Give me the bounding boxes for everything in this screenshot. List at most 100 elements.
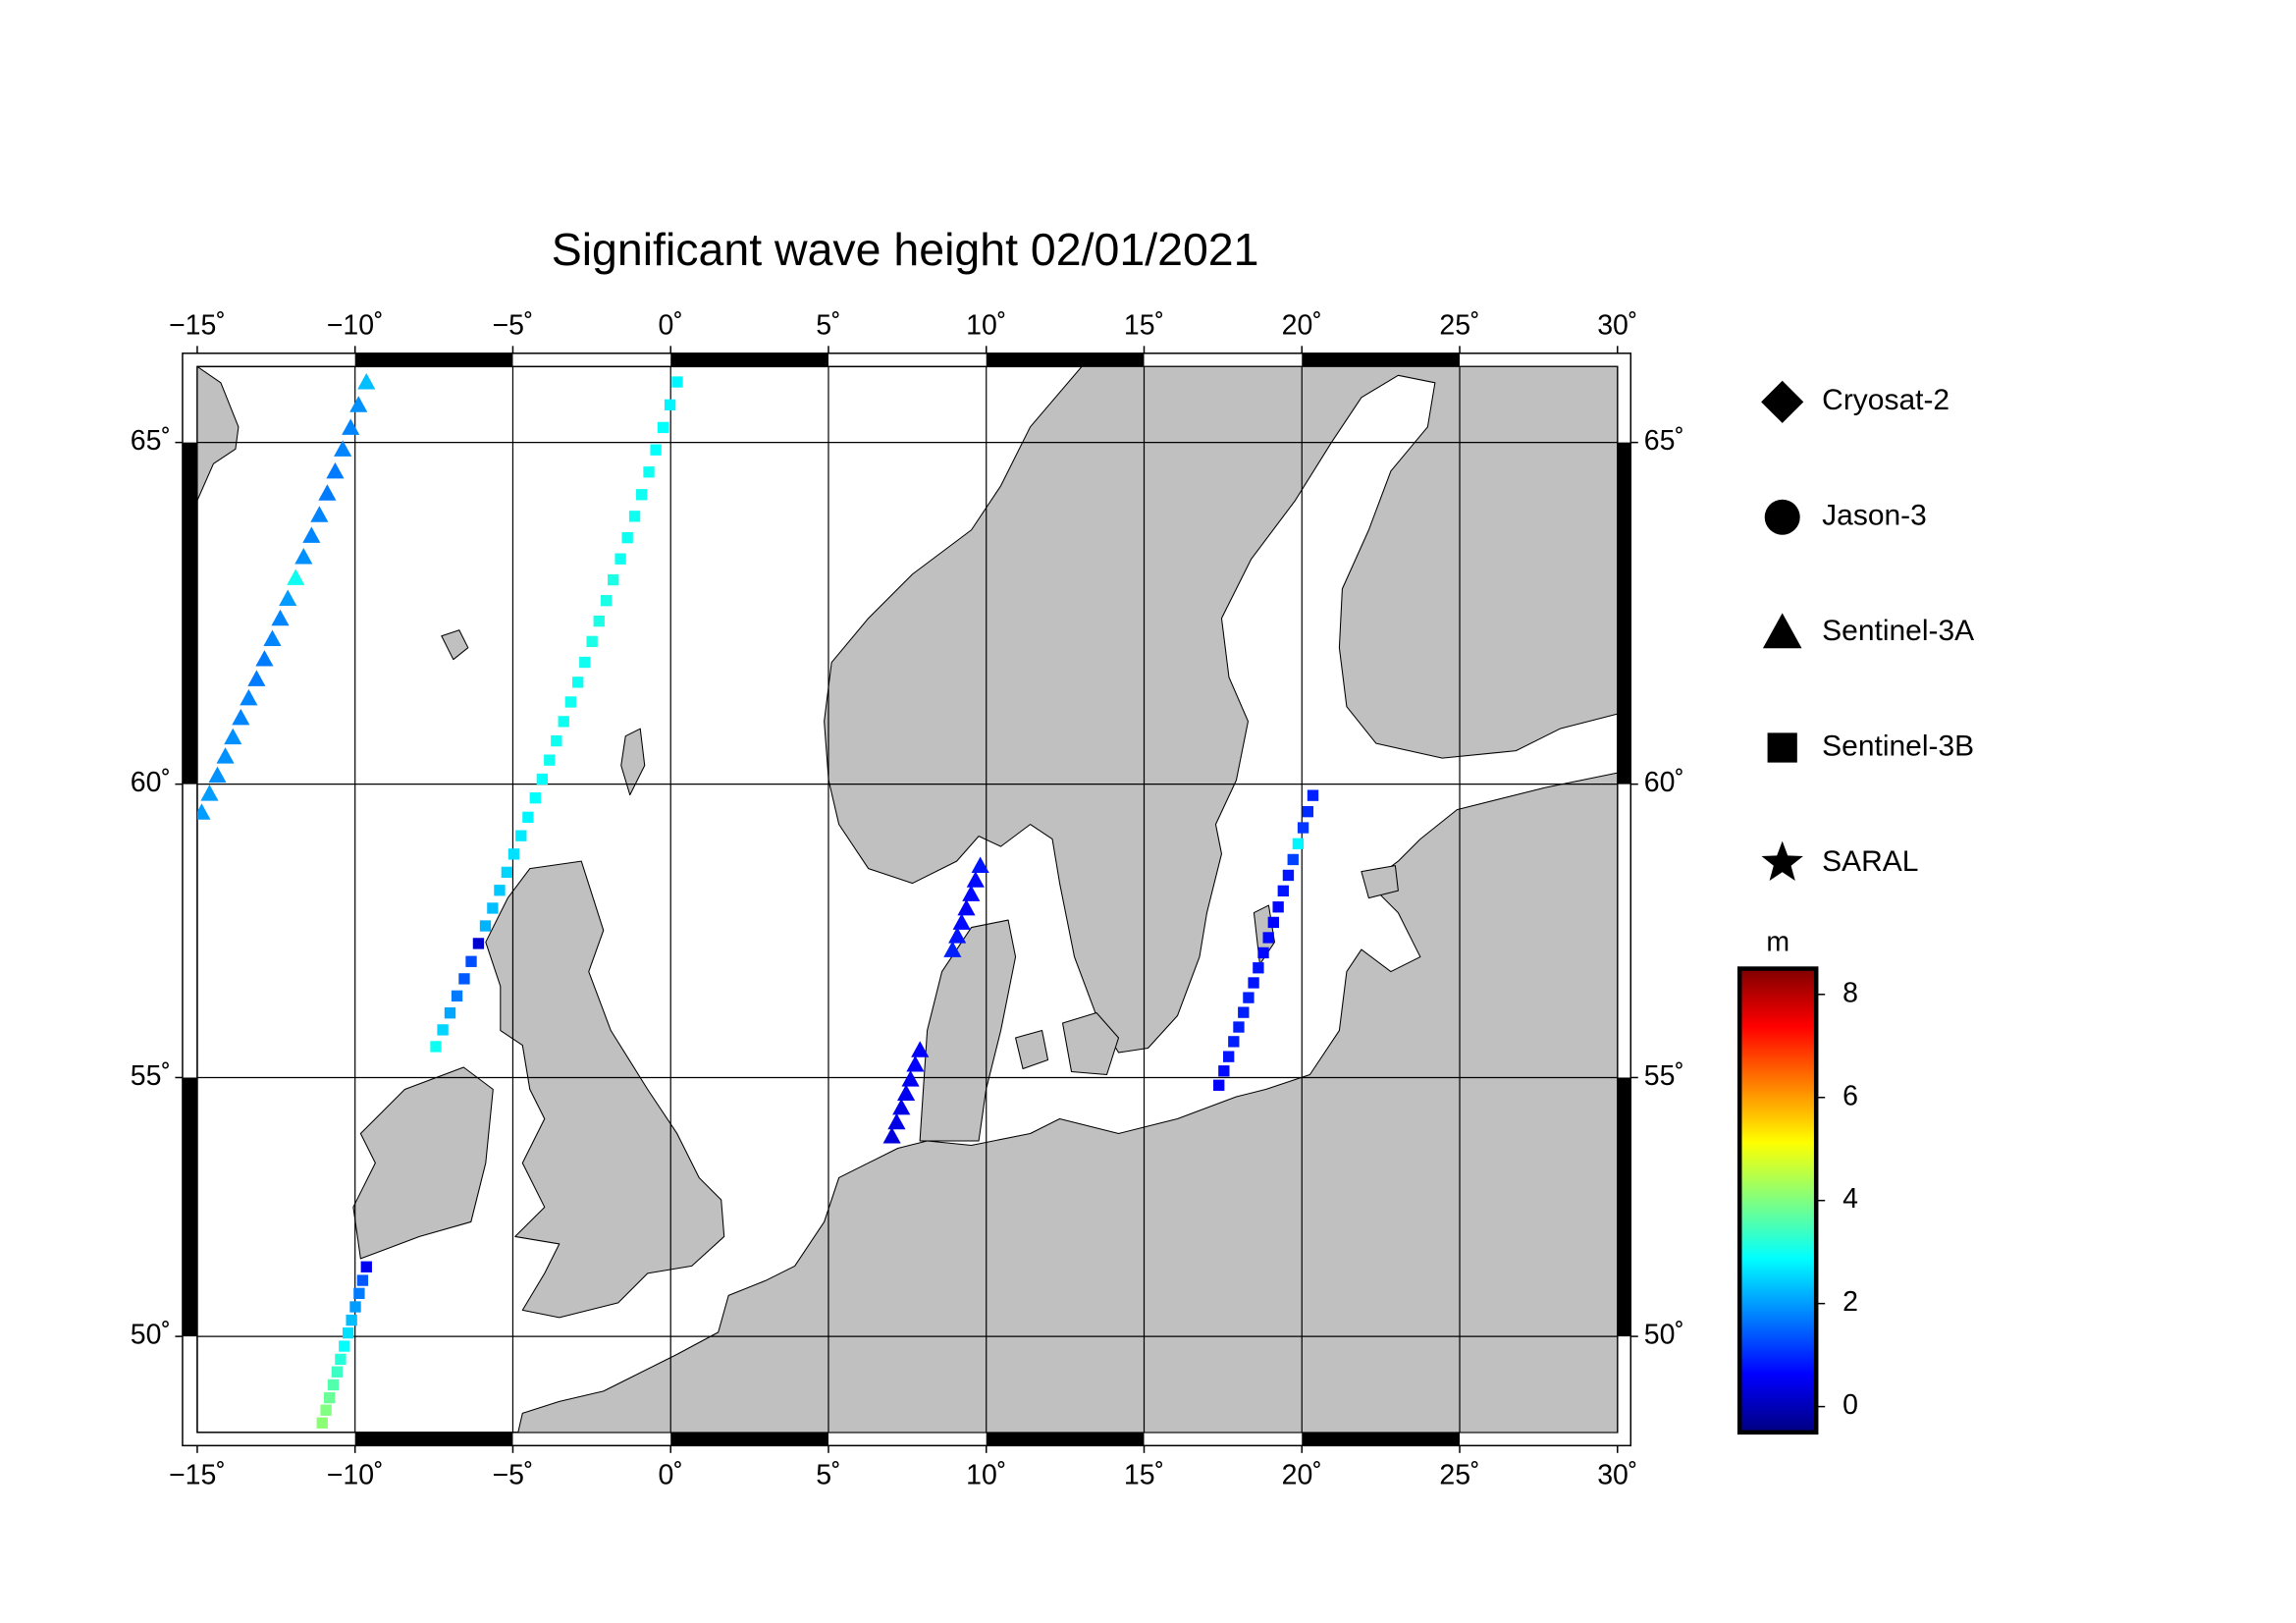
track-point	[600, 595, 613, 607]
track-point	[1262, 932, 1274, 944]
track-point	[487, 902, 499, 914]
track-point	[279, 589, 297, 607]
track-point	[628, 511, 641, 522]
track-point	[544, 754, 556, 766]
colorbar-tick-label: 8	[1842, 977, 1858, 1008]
track-point	[671, 376, 683, 388]
track-point	[216, 747, 235, 764]
track-point	[255, 650, 274, 667]
track-point	[1248, 977, 1259, 989]
track-point	[349, 396, 368, 412]
track-point	[310, 506, 329, 522]
y-tick-label: 50˚	[1644, 1320, 1684, 1351]
x-tick-label: −10˚	[327, 1459, 384, 1490]
track-point	[507, 848, 520, 860]
x-tick-label: 20˚	[1282, 1459, 1322, 1490]
track-point	[349, 1301, 361, 1313]
track-point	[316, 1417, 328, 1429]
track-point	[360, 1261, 372, 1272]
y-tick-label: 55˚	[1644, 1060, 1684, 1092]
x-tick-label: 5˚	[816, 1459, 840, 1490]
track-point	[558, 716, 569, 728]
track-point	[1257, 947, 1269, 959]
track-point	[635, 489, 648, 501]
frame-segment	[670, 352, 828, 367]
frame-segment	[1302, 1432, 1461, 1446]
y-tick-label: 55˚	[131, 1060, 171, 1092]
track-point	[897, 1084, 916, 1102]
colorbar-tick-label: 6	[1842, 1080, 1858, 1111]
y-tick-label: 60˚	[1644, 767, 1684, 798]
track-point	[342, 1326, 354, 1339]
track-point	[1307, 789, 1319, 801]
saaremaa	[1361, 865, 1399, 899]
legend-marker	[1767, 732, 1797, 763]
ireland	[352, 1066, 494, 1260]
frame-segment	[354, 1432, 513, 1446]
x-tick-label: 25˚	[1439, 1459, 1479, 1490]
x-tick-label: −15˚	[169, 309, 226, 341]
track-point	[892, 1098, 911, 1115]
legend-label: Jason-3	[1822, 500, 1927, 532]
x-tick-label: −5˚	[492, 1459, 533, 1490]
track-point	[1272, 901, 1284, 913]
legend-label: Sentinel-3A	[1822, 615, 1974, 647]
track-point	[320, 1404, 332, 1416]
legend-label: Cryosat-2	[1822, 384, 1949, 416]
track-point	[200, 784, 219, 801]
x-tick-label: −10˚	[327, 309, 384, 341]
x-tick-label: 25˚	[1439, 309, 1479, 341]
track-point	[472, 938, 485, 949]
y-tick-label: 65˚	[131, 425, 171, 457]
track-point	[943, 941, 962, 957]
track-point	[1243, 992, 1255, 1003]
track-point	[240, 688, 258, 706]
track-point	[1282, 869, 1295, 882]
legend-marker	[1761, 840, 1803, 881]
track-point	[971, 856, 989, 874]
track-point	[882, 1126, 901, 1144]
frame-segment	[354, 352, 513, 367]
track-point	[247, 670, 266, 686]
frame-segment	[670, 1432, 828, 1446]
frame-segment	[1617, 1077, 1631, 1337]
track-point	[1213, 1079, 1225, 1091]
colorbar-tick-label: 0	[1842, 1389, 1858, 1421]
track-point	[437, 1024, 449, 1036]
track-point	[494, 885, 506, 896]
track-point	[444, 1007, 456, 1019]
y-tick-label: 60˚	[131, 767, 171, 798]
track-point	[323, 1391, 336, 1404]
frame-segment	[986, 352, 1145, 367]
track-point	[294, 547, 313, 565]
track-point	[334, 440, 352, 457]
track-point	[957, 898, 976, 916]
x-tick-label: 5˚	[816, 309, 840, 341]
x-tick-label: 15˚	[1124, 1459, 1164, 1490]
track-point	[356, 1274, 369, 1286]
frame-segment	[1302, 352, 1461, 367]
track-point	[1238, 1006, 1250, 1018]
track-point	[1297, 822, 1309, 834]
track-point	[1302, 805, 1314, 818]
legend-marker	[1764, 499, 1800, 535]
track-point	[465, 955, 477, 967]
track-point	[887, 1112, 906, 1130]
x-tick-label: 15˚	[1124, 309, 1164, 341]
track-point	[342, 418, 360, 435]
track-point	[911, 1041, 930, 1057]
legend-label: SARAL	[1822, 845, 1918, 878]
track-point	[335, 1353, 347, 1366]
track-point	[1277, 885, 1289, 897]
zealand	[1062, 1012, 1120, 1076]
frame-segment	[182, 442, 197, 784]
iceland	[196, 366, 240, 502]
continent	[517, 772, 1618, 1433]
track-point	[271, 609, 290, 626]
track-point	[664, 399, 676, 411]
track-point	[564, 696, 576, 708]
track-point	[1287, 853, 1299, 866]
colorbar-tick-label: 2	[1842, 1286, 1858, 1318]
